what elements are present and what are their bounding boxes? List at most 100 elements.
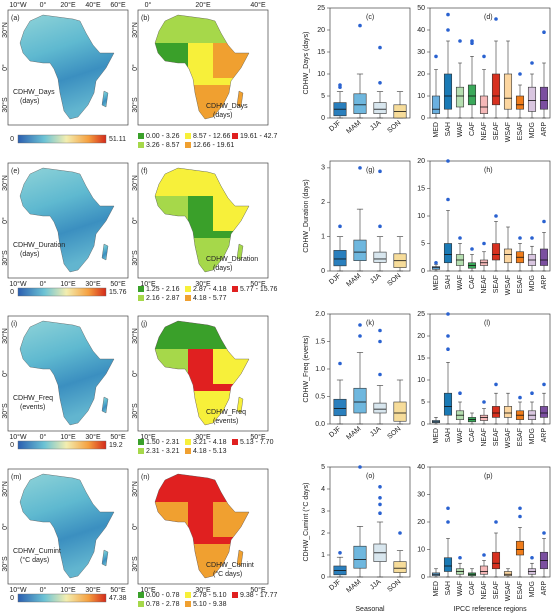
legend-label: 5.13 - 7.70 (240, 439, 274, 446)
panel-label: (p) (484, 473, 493, 480)
box (527, 86, 537, 112)
x-tick-label: DJF (328, 120, 342, 134)
y-tick-label: 10 (417, 213, 425, 220)
region (213, 43, 249, 78)
y-tick-label: 20 (417, 519, 425, 526)
africa-outline (154, 473, 250, 579)
y-tick-label: 0 (321, 115, 325, 122)
box (491, 73, 501, 106)
map-label: CDHW_Days (13, 89, 55, 96)
legend-label: 0.78 - 2.78 (146, 601, 180, 608)
x-tick-label: MED (433, 275, 440, 291)
y-tick-label: 1 (321, 552, 325, 559)
legend-label: 5.10 - 9.38 (193, 601, 227, 608)
map-unit: (days) (20, 98, 39, 105)
x-tick-label: NEAF (481, 428, 488, 447)
box (353, 545, 367, 569)
lat-label: 30°S (1, 556, 9, 572)
y-tick-label: 0 (321, 268, 325, 275)
box (479, 565, 489, 575)
lon-label: 0° (40, 433, 47, 441)
outlier (446, 506, 450, 511)
outlier (542, 531, 546, 535)
y-tick-label: 0 (421, 574, 425, 581)
outlier (446, 28, 450, 32)
y-tick-label: 2 (321, 530, 325, 537)
africa-map (19, 14, 115, 120)
colorbar-min: 0 (10, 595, 14, 602)
lat-label: 30°S (131, 97, 139, 113)
outlier (482, 241, 486, 246)
outlier (378, 502, 382, 507)
madagascar (236, 90, 244, 108)
x-tick-label: SEAF (493, 275, 500, 293)
box (431, 95, 441, 114)
lon-label: 30°E (195, 280, 211, 288)
x-tick-label: SAH (445, 122, 452, 136)
lat-label: 30°S (131, 403, 139, 419)
lon-label: 10°W (9, 280, 27, 288)
y-tick-label: 5 (321, 93, 325, 100)
y-tick-label: 20 (417, 333, 425, 340)
legend-label: 0.00 - 3.26 (146, 133, 180, 140)
map-label: CDHW_Cumint (206, 562, 254, 569)
outlier (446, 347, 450, 352)
outlier (338, 551, 342, 555)
x-tick-label: SON (386, 120, 402, 135)
lat-label: 30°N (131, 328, 139, 344)
x-axis-label: Seasonal (355, 606, 385, 613)
lon-label: 40°E (85, 1, 101, 9)
outlier (398, 531, 402, 535)
x-tick-label: JJA (369, 119, 383, 132)
box (515, 540, 525, 556)
outlier (434, 54, 438, 59)
lon-label: 50°E (250, 586, 266, 594)
lon-label: 10°E (140, 280, 156, 288)
outlier (446, 159, 450, 163)
lat-label: 30°S (131, 250, 139, 266)
panel-label: (k) (366, 320, 374, 327)
colorbar (17, 134, 107, 144)
madagascar (101, 243, 109, 261)
box (515, 95, 525, 110)
plot-frame (329, 466, 411, 578)
legend-swatch (138, 439, 144, 445)
lon-label: 50°E (110, 586, 126, 594)
panel-label: (f) (141, 168, 148, 175)
x-tick-label: DJF (328, 273, 342, 287)
outlier (518, 236, 522, 240)
x-tick-label: WSAF (505, 122, 512, 142)
outlier (358, 23, 362, 28)
colorbar-min: 0 (10, 442, 14, 449)
y-tick-label: 15 (317, 49, 325, 56)
outlier (494, 382, 498, 387)
region (155, 196, 188, 221)
box (479, 414, 489, 421)
y-tick-label: 20 (417, 71, 425, 78)
outlier (446, 197, 450, 202)
colorbar-min: 0 (10, 136, 14, 143)
lon-label: 0° (40, 280, 47, 288)
legend-label: 4.18 - 5.13 (193, 448, 227, 455)
y-tick-label: 25 (317, 5, 325, 12)
colorbar-max: 15.76 (109, 289, 127, 296)
outlier (470, 39, 474, 43)
legend-label: 0.00 - 0.78 (146, 592, 180, 599)
lon-label: 50°E (250, 433, 266, 441)
box (479, 95, 489, 114)
map-unit: (events) (20, 404, 45, 411)
x-tick-label: CAF (469, 275, 476, 289)
box (333, 250, 347, 267)
box (373, 402, 387, 414)
outlier (434, 260, 438, 265)
plot-frame (329, 7, 411, 119)
legend-swatch (232, 133, 238, 139)
lon-label: 0° (40, 1, 47, 9)
y-tick-label: 5 (321, 464, 325, 471)
region (155, 349, 188, 374)
lat-label: 0° (1, 64, 9, 71)
y-tick-label: 0 (321, 574, 325, 581)
madagascar (236, 243, 244, 261)
box (393, 401, 407, 422)
legend-swatch (232, 439, 238, 445)
